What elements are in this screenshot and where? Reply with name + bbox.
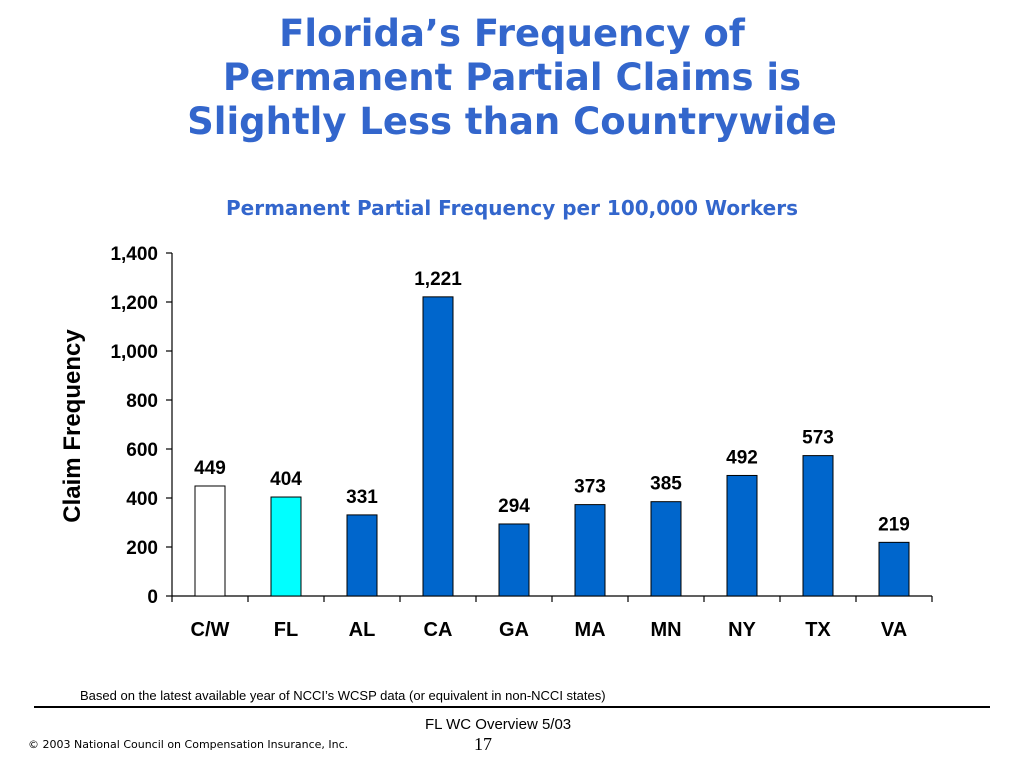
chart-bars xyxy=(194,296,910,597)
bar-va xyxy=(878,541,910,597)
bar-al xyxy=(346,514,378,597)
y-tick-label: 200 xyxy=(126,538,158,559)
data-label: 449 xyxy=(194,458,226,479)
x-tick-label: TX xyxy=(805,619,831,641)
data-label: 373 xyxy=(574,477,606,498)
slide-title: Florida’s Frequency of Permanent Partial… xyxy=(0,12,1024,144)
y-tick-label: 800 xyxy=(126,391,158,412)
data-label: 385 xyxy=(650,474,682,495)
chart-title: Permanent Partial Frequency per 100,000 … xyxy=(225,196,799,220)
data-label: 219 xyxy=(878,514,910,535)
data-label: 1,221 xyxy=(414,269,462,290)
copyright-notice: © 2003 National Council on Compensation … xyxy=(28,738,349,751)
x-tick-label: AL xyxy=(349,619,376,641)
data-label: 331 xyxy=(346,487,378,508)
bar-ca xyxy=(422,296,454,597)
bar-ny xyxy=(726,474,758,597)
y-tick-label: 400 xyxy=(126,489,158,510)
x-tick-label: C/W xyxy=(191,619,230,641)
x-tick-label: FL xyxy=(274,619,298,641)
footer-divider xyxy=(34,706,990,708)
bar-ga xyxy=(498,523,530,597)
y-axis-label: Claim Frequency xyxy=(59,329,86,523)
y-tick-label: 1,200 xyxy=(110,293,158,314)
bar-ma xyxy=(574,504,606,597)
x-tick-label: CA xyxy=(424,619,453,641)
slide-title-line-2: Permanent Partial Claims is xyxy=(222,56,802,99)
footnote: Based on the latest available year of NC… xyxy=(80,688,606,703)
slide-title-line-1: Florida’s Frequency of xyxy=(279,12,745,55)
data-label: 404 xyxy=(270,469,302,490)
bar-cw xyxy=(194,485,226,597)
bar-fl xyxy=(270,496,302,597)
y-tick-label: 1,400 xyxy=(110,244,158,265)
x-tick-label: VA xyxy=(881,619,907,641)
y-tick-label: 0 xyxy=(147,587,158,608)
bar-mn xyxy=(650,501,682,597)
chart-data-labels: 449 404 331 1,221 294 373 385 492 573 219 xyxy=(194,269,910,535)
x-tick-label: MN xyxy=(650,619,681,641)
y-tick-label: 600 xyxy=(126,440,158,461)
slide-title-line-3: Slightly Less than Countrywide xyxy=(187,100,837,143)
x-tick-label: MA xyxy=(574,619,605,641)
data-label: 294 xyxy=(498,496,530,517)
data-label: 492 xyxy=(726,447,758,468)
y-tick-label: 1,000 xyxy=(110,342,158,363)
page-number: 17 xyxy=(474,734,492,754)
footer-text: FL WC Overview 5/03 xyxy=(425,716,572,733)
x-tick-label: NY xyxy=(728,619,756,641)
x-tick-label: GA xyxy=(499,619,529,641)
bar-tx xyxy=(802,455,834,597)
data-label: 573 xyxy=(802,428,834,449)
